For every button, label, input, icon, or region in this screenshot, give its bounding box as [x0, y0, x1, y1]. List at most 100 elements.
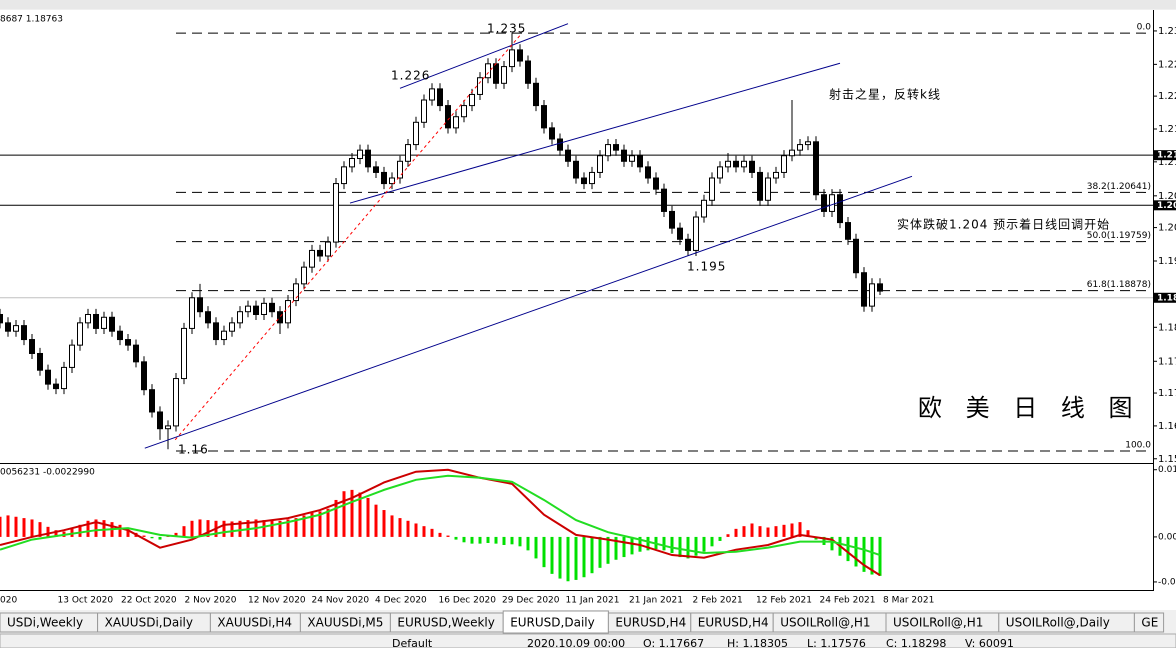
candle-body: [645, 166, 651, 179]
candle-body: [629, 155, 635, 162]
y-tick-label: 1.17: [1158, 356, 1176, 367]
macd-bar: [174, 532, 178, 537]
tab-label[interactable]: XAUUSDi,Daily: [105, 616, 193, 630]
candle-body: [661, 188, 667, 212]
y-tick-label: 1.16: [1158, 421, 1176, 432]
candle-body: [229, 322, 235, 332]
candle-body: [69, 344, 75, 368]
candle-body: [261, 302, 267, 315]
candle-body: [845, 222, 851, 240]
y-tick-label: 1.15: [1158, 454, 1176, 465]
macd-bar: [38, 522, 42, 537]
macd-bar: [726, 534, 730, 537]
candle-body: [405, 144, 411, 162]
macd-bar: [22, 518, 26, 537]
macd-bar: [494, 536, 498, 544]
candle-body: [293, 283, 299, 302]
tab-label[interactable]: EURUSD,H4: [698, 616, 769, 630]
candle-body: [253, 305, 259, 315]
annotation: 实体跌破1.204 预示着日线回调开始: [897, 217, 1110, 232]
macd-bar: [734, 528, 738, 537]
macd-bar: [294, 518, 298, 537]
macd-bar: [222, 520, 226, 537]
candle-body: [701, 199, 707, 218]
candle-body: [613, 144, 619, 151]
macd-bar: [398, 518, 402, 537]
candle-body: [573, 160, 579, 179]
tab[interactable]: [1133, 612, 1165, 633]
macd-bar: [270, 520, 274, 537]
macd-bar: [0, 516, 2, 537]
candle-body: [765, 177, 771, 201]
macd-bar: [350, 489, 354, 537]
x-tick-label: 21 Jan 2021: [629, 596, 683, 606]
x-tick-label: 2 Nov 2020: [185, 596, 237, 606]
macd-bar: [598, 536, 602, 568]
candle-body: [581, 177, 587, 185]
macd-bar: [166, 536, 170, 537]
y-tick-label: 1.22: [1158, 91, 1176, 102]
candle-body: [413, 121, 419, 146]
y-tick-label: 1.19: [1158, 256, 1176, 267]
macd-bar: [422, 526, 426, 537]
candle-body: [741, 160, 747, 168]
candle-body: [717, 166, 723, 179]
macd-bar: [630, 536, 634, 555]
candle-body: [5, 322, 11, 332]
candle-body: [621, 149, 627, 162]
y-tick-label: 1.17: [1158, 388, 1176, 399]
macd-bar: [30, 519, 34, 537]
candle-body: [373, 166, 379, 173]
tab-label[interactable]: EURUSD,Daily: [510, 616, 595, 630]
chart-info: 8687 1.18763: [0, 15, 63, 25]
candle-body: [221, 330, 227, 341]
status-field: O: 1.17667: [643, 637, 704, 648]
candle-body: [61, 366, 67, 390]
trendline: [399, 23, 569, 89]
tab-label[interactable]: XAUUSDi,H4: [217, 616, 292, 630]
macd-bar: [262, 520, 266, 537]
tab-label[interactable]: XAUUSDi,M5: [307, 616, 383, 630]
candle-body: [837, 194, 843, 224]
candle-body: [773, 171, 779, 179]
macd-bar: [366, 497, 370, 537]
candle-body: [525, 60, 531, 84]
macd-bar: [238, 520, 242, 537]
candle-body: [749, 160, 755, 173]
tab-label[interactable]: USOILRoll@,H1: [893, 616, 983, 630]
macd-bar: [406, 520, 410, 537]
tab-label[interactable]: EURUSD,H4: [615, 616, 686, 630]
tab-label[interactable]: USOILRoll@,Daily: [1006, 616, 1110, 630]
trendline: [144, 175, 913, 449]
candle-body: [509, 49, 515, 68]
candle-body: [189, 297, 195, 329]
macd-bar: [806, 530, 810, 537]
macd-bar: [678, 536, 682, 558]
price-marker: [1154, 150, 1176, 161]
x-tick-label: 12 Feb 2021: [756, 596, 812, 606]
status-field: V: 60091: [965, 637, 1014, 648]
tab-label[interactable]: USOILRoll@,H1: [780, 616, 870, 630]
tab-label[interactable]: GE: [1141, 616, 1158, 630]
macd-bar: [718, 536, 722, 541]
macd-bar: [142, 535, 146, 537]
y-tick-label: -0.00: [1158, 577, 1176, 587]
candle-body: [301, 266, 307, 285]
candle-body: [437, 88, 443, 107]
candle-body: [77, 322, 83, 346]
status-field: H: 1.18305: [727, 637, 788, 648]
tab-label[interactable]: EURUSD,Weekly: [397, 616, 494, 630]
candle-body: [637, 155, 643, 168]
x-tick-label: 16 Dec 2020: [439, 596, 497, 606]
x-tick-label: 29 Dec 2020: [502, 596, 560, 606]
tab-label[interactable]: USDi,Weekly: [7, 616, 83, 630]
macd-bar: [662, 536, 666, 551]
macd-bar: [126, 528, 130, 537]
macd-bar: [462, 536, 466, 543]
candle-body: [805, 141, 811, 146]
annotation: 1.226: [391, 69, 430, 83]
candle-body: [797, 144, 803, 151]
macd-bar: [766, 527, 770, 537]
candle-body: [605, 144, 611, 157]
candle-body: [173, 378, 179, 427]
